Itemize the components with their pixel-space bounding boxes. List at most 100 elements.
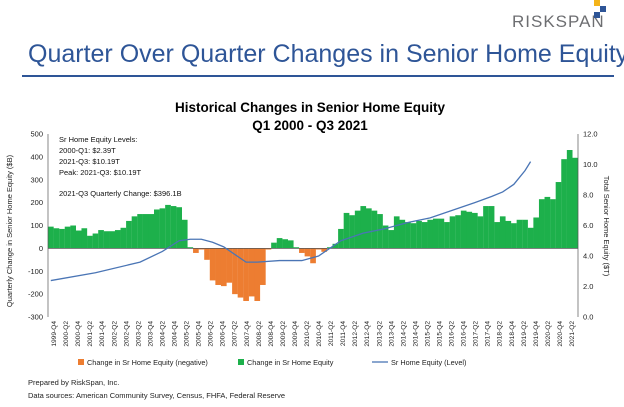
bar: [466, 211, 473, 249]
chart-subtitle: Q1 2000 - Q3 2021: [252, 118, 368, 133]
bar: [343, 212, 350, 249]
bar: [193, 248, 199, 253]
bar: [209, 248, 216, 281]
bar: [154, 209, 160, 249]
x-tick-label: 2011-Q4: [340, 321, 347, 347]
x-tick-label: 2009-Q4: [292, 321, 299, 347]
bar: [538, 199, 545, 249]
x-tick-label: 2014-Q2: [400, 321, 407, 347]
bar: [550, 199, 556, 249]
x-tick-label: 2013-Q4: [388, 321, 395, 347]
bar: [282, 239, 288, 249]
x-tick-label: 2020-Q2: [545, 321, 552, 347]
bar: [215, 248, 222, 285]
x-tick-label: 2007-Q2: [232, 321, 239, 347]
bar: [533, 217, 540, 249]
x-tick-label: 2007-Q4: [244, 321, 251, 347]
x-tick-label: 2016-Q2: [449, 321, 456, 347]
bar: [293, 247, 300, 249]
equity-level-line: [50, 161, 532, 282]
x-tick-label: 2002-Q2: [111, 321, 118, 347]
x-tick-label: 2002-Q4: [123, 321, 130, 347]
bar: [75, 230, 82, 249]
bar: [254, 248, 261, 301]
x-tick-label: 2005-Q2: [184, 321, 191, 347]
bar: [566, 150, 573, 249]
legend: Change in Sr Home Equity (negative) Chang…: [78, 358, 466, 367]
y-axis-label: Quarterly Change in Senior Home Equity (…: [5, 154, 14, 307]
x-tick-label: 2021-Q2: [569, 321, 576, 347]
x-tick-label: 2006-Q4: [220, 321, 227, 347]
bar: [405, 222, 411, 249]
annotation-text: 2021-Q3: $10.19T: [59, 157, 120, 166]
bar: [315, 248, 322, 250]
bar: [332, 243, 339, 249]
bar: [477, 216, 484, 249]
bar: [483, 206, 489, 249]
title-divider: [22, 75, 614, 77]
bar: [187, 247, 194, 249]
bar: [48, 226, 54, 249]
bar: [499, 216, 506, 249]
bar: [572, 157, 579, 249]
bar: [159, 208, 166, 249]
bar: [371, 210, 378, 249]
bar: [103, 231, 110, 249]
x-tick-label: 2008-Q4: [268, 321, 275, 347]
y2-tick-label: 12.0: [583, 130, 598, 139]
bar: [248, 248, 255, 297]
y-tick-label: 200: [30, 198, 43, 207]
x-tick-label: 2010-Q2: [304, 321, 311, 347]
y-tick-label: 400: [30, 152, 43, 161]
bar: [366, 208, 372, 249]
bar: [265, 248, 272, 250]
equity-level-series: [50, 161, 532, 282]
y-tick-labels: -300 -200 -100 0 100 200 300 400 500: [28, 130, 43, 322]
x-tick-label: 2018-Q4: [509, 321, 516, 347]
bar: [522, 219, 528, 249]
bar: [120, 227, 127, 249]
y2-tick-label: 10.0: [583, 160, 598, 169]
bar: [310, 248, 316, 264]
x-tick-label: 2009-Q2: [280, 321, 287, 347]
bar: [81, 228, 88, 249]
bar: [98, 230, 104, 249]
x-tick-label: 2000-Q4: [75, 321, 82, 347]
x-tick-label: 2004-Q4: [171, 321, 178, 347]
bar: [505, 220, 512, 249]
x-tick-label: 2005-Q4: [196, 321, 203, 347]
bar: [126, 220, 132, 249]
bar: [142, 214, 149, 249]
bar: [382, 225, 389, 249]
annotation-text: Sr Home Equity Levels:: [59, 135, 137, 144]
y2-tick-label: 2.0: [583, 282, 593, 291]
legend-swatch: [78, 359, 84, 365]
bar: [165, 204, 171, 249]
bar: [109, 231, 116, 249]
bar: [304, 248, 311, 257]
legend-swatch: [238, 359, 244, 365]
x-tick-label: 2012-Q2: [352, 321, 359, 347]
bar: [220, 248, 227, 287]
x-tick-label: 2020-Q4: [557, 321, 564, 347]
bar: [472, 212, 478, 249]
bar: [271, 242, 277, 249]
x-tick-label: 2017-Q4: [485, 321, 492, 347]
chart-title: Historical Changes in Senior Home Equity: [175, 100, 446, 115]
bar: [399, 219, 406, 249]
bar: [393, 216, 400, 249]
annotation-text: 2021-Q3 Quarterly Change: $396.1B: [59, 189, 182, 198]
senior-home-equity-chart: Historical Changes in Senior Home Equity…: [5, 100, 611, 367]
x-tick-label: 2015-Q2: [424, 321, 431, 347]
legend-label: Change in Sr Home Equity: [247, 358, 334, 367]
x-tick-label: 2008-Q2: [256, 321, 263, 347]
bar: [511, 223, 517, 249]
footer-sources: Data sources: American Community Survey,…: [28, 391, 286, 400]
x-tick-label: 2015-Q4: [436, 321, 443, 347]
bar: [349, 215, 355, 249]
y2-tick-label: 6.0: [583, 221, 593, 230]
bar: [516, 219, 523, 249]
x-tick-label: 2019-Q4: [533, 321, 540, 347]
bar: [388, 230, 394, 249]
bar: [488, 206, 495, 249]
